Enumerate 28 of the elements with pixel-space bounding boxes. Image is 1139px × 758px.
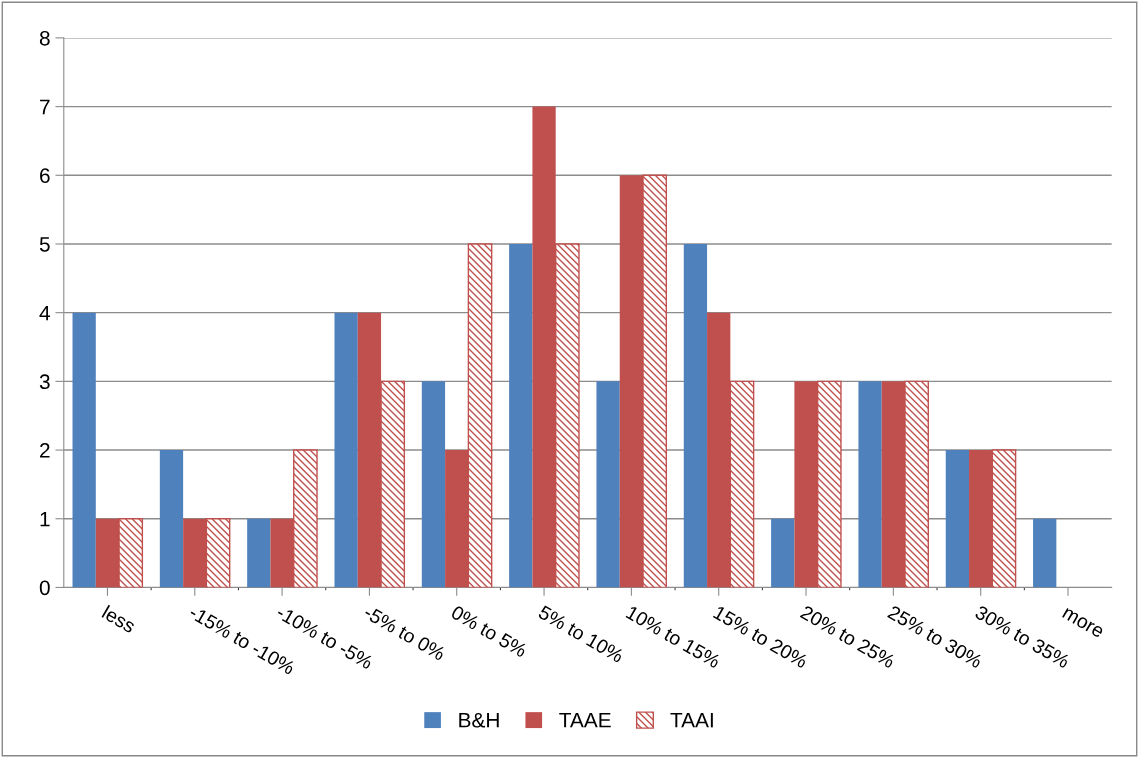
y-tick-label: 1: [40, 511, 50, 527]
x-tick-label: less: [101, 604, 137, 634]
x-tick-label: 5% to 10%: [537, 604, 625, 664]
bar: [858, 381, 882, 588]
bar: [945, 450, 970, 588]
y-tick-label: 4: [39, 305, 50, 321]
bar: [247, 518, 271, 588]
y-tick-label: 8: [39, 30, 50, 46]
x-tick-label: more: [1061, 607, 1104, 639]
y-tick-label: 2: [40, 443, 50, 458]
y-tick-label: 5: [39, 237, 50, 252]
x-tick-label: 0% to 5%: [450, 604, 528, 658]
bar: [421, 381, 446, 588]
bar: [596, 381, 620, 588]
bar: [509, 243, 533, 588]
y-tick-label: 3: [39, 374, 50, 390]
y-tick-label: 0: [39, 580, 50, 596]
bar: [334, 312, 358, 588]
legend-label: TAAE: [559, 713, 611, 728]
legend-label: TAAI: [670, 713, 713, 728]
bar: [159, 450, 184, 588]
bar: [771, 518, 795, 588]
legend-label: B&H: [459, 712, 499, 728]
bar: [683, 243, 708, 588]
y-tick-label: 7: [40, 99, 50, 115]
bar: [1033, 518, 1057, 588]
bar: [72, 312, 96, 588]
y-tick-label: 6: [40, 168, 50, 184]
